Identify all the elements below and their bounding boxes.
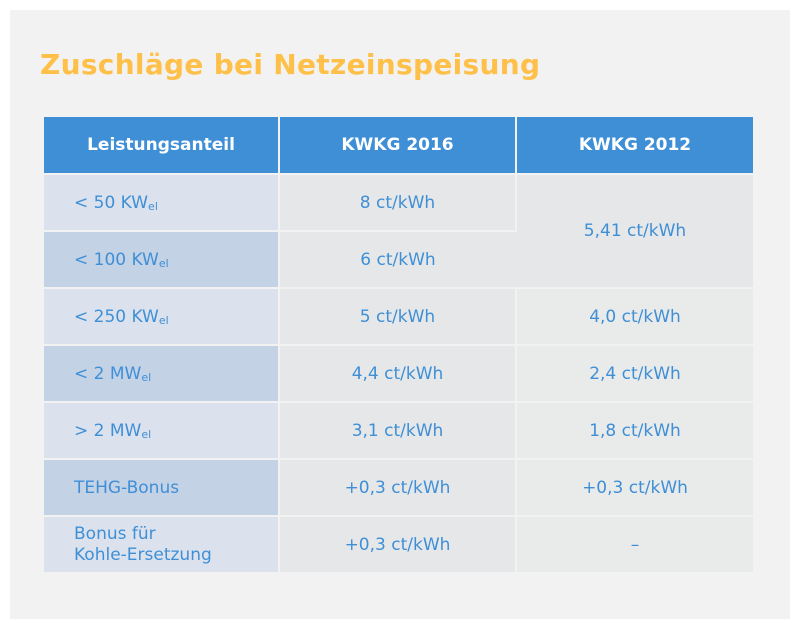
table-row: < 250 KWel 5 ct/kWh 4,0 ct/kWh	[44, 288, 753, 346]
table-row: TEHG-Bonus +0,3 ct/kWh +0,3 ct/kWh	[44, 459, 753, 517]
header-kwkg-2016: KWKG 2016	[279, 117, 517, 175]
row-label-subscript: el	[141, 370, 152, 384]
kwkg2012-value: –	[516, 516, 753, 574]
kwkg2016-value: 8 ct/kWh	[279, 174, 517, 232]
slide-title: Zuschläge bei Netzeinspeisung	[40, 48, 541, 81]
row-label: < 250 KWel	[44, 288, 280, 346]
slide-panel: Zuschläge bei Netzeinspeisung Leistungsa…	[10, 10, 790, 619]
row-label-subscript: el	[141, 427, 152, 441]
table-row: Bonus für Kohle-Ersetzung +0,3 ct/kWh –	[44, 516, 753, 574]
kwkg2016-value: 4,4 ct/kWh	[279, 345, 517, 403]
kwkg2012-value: 1,8 ct/kWh	[516, 402, 753, 460]
row-label-text: < 100 KW	[74, 249, 159, 270]
row-label-text: < 2 MW	[74, 363, 142, 384]
row-label: TEHG-Bonus	[44, 459, 280, 517]
row-label: < 2 MWel	[44, 345, 280, 403]
row-label-text: < 50 KW	[74, 192, 149, 213]
row-label: > 2 MWel	[44, 402, 280, 460]
row-label-subscript: el	[148, 199, 158, 213]
row-label-text: TEHG-Bonus	[74, 477, 180, 498]
surcharge-table: Leistungsanteil KWKG 2016 KWKG 2012 < 50…	[44, 117, 753, 574]
kwkg2016-value: +0,3 ct/kWh	[279, 516, 517, 574]
table-header-row: Leistungsanteil KWKG 2016 KWKG 2012	[44, 117, 753, 175]
table-row: < 100 KWel 6 ct/kWh	[44, 231, 753, 289]
table-row: > 2 MWel 3,1 ct/kWh 1,8 ct/kWh	[44, 402, 753, 460]
kwkg2016-value: 5 ct/kWh	[279, 288, 517, 346]
row-label: < 50 KWel	[44, 174, 280, 232]
header-leistungsanteil: Leistungsanteil	[44, 117, 280, 175]
kwkg2016-value: +0,3 ct/kWh	[279, 459, 517, 517]
kwkg2016-value: 3,1 ct/kWh	[279, 402, 517, 460]
kwkg2012-value: 2,4 ct/kWh	[516, 345, 753, 403]
row-label-subscript: el	[158, 313, 169, 327]
kwkg2012-value: +0,3 ct/kWh	[516, 459, 753, 517]
row-label-text: < 250 KW	[74, 306, 159, 327]
kwkg2012-value-merged: 5,41 ct/kWh	[516, 174, 753, 289]
row-label-text: > 2 MW	[74, 420, 142, 441]
row-label: Bonus für Kohle-Ersetzung	[44, 516, 280, 574]
row-label-line-2: Kohle-Ersetzung	[74, 544, 212, 565]
table-row: < 2 MWel 4,4 ct/kWh 2,4 ct/kWh	[44, 345, 753, 403]
header-kwkg-2012: KWKG 2012	[516, 117, 753, 175]
kwkg2012-value: 4,0 ct/kWh	[516, 288, 753, 346]
kwkg2016-value: 6 ct/kWh	[279, 231, 516, 289]
row-label: < 100 KWel	[44, 231, 280, 289]
table-row: < 50 KWel 8 ct/kWh 5,41 ct/kWh	[44, 174, 753, 289]
row-label-subscript: el	[158, 256, 169, 270]
row-label-line-1: Bonus für	[74, 523, 156, 544]
